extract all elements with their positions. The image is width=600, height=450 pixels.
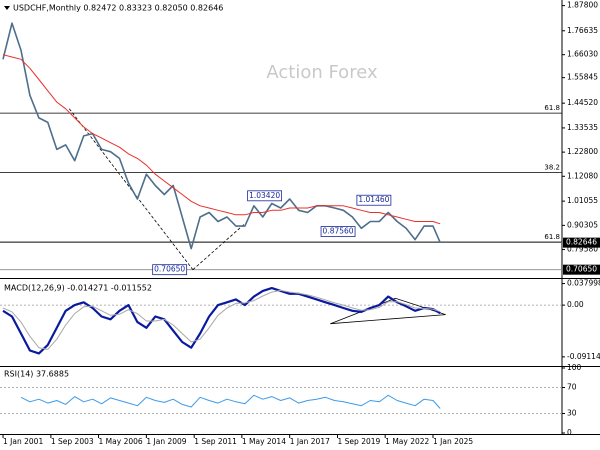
y-tick-label: 0.90305 [567,220,598,229]
annotation-box [320,226,356,237]
annotation-label: 1.01460 [358,195,389,204]
series-line [2,289,441,350]
y-tick-label: 70 [567,383,577,392]
y-tick-label: 1.55845 [567,73,598,82]
series-line [2,22,441,250]
price-label-box [563,237,600,248]
y-tick-label: 1.87800 [567,1,598,10]
y-tick-label: 1.76635 [567,26,598,35]
y-tick-label: -0.091147 [567,352,600,361]
annotation-box [247,190,283,202]
y-tick-label: 1.22800 [567,147,598,156]
y-tick-label: 100 [567,363,582,372]
annotation-label: 0.70650 [154,265,185,274]
annotation-label: 1.03420 [249,191,280,200]
x-tick-label: 1 Sep 2003 [51,437,94,446]
x-tick-label: 1 Sep 2019 [338,437,381,446]
price-label: 0.82646 [566,238,597,247]
annotation-label: 0.87560 [323,227,354,236]
annotation-box [356,194,392,206]
x-tick-label: 1 Jan 2017 [290,437,330,446]
y-tick-label: 1.44520 [567,98,598,107]
y-tick-label: 0.037998 [567,279,600,288]
series-line [2,54,441,225]
x-tick-label: 1 May 2014 [242,437,286,446]
menu-icon [4,6,10,10]
series-line [20,394,441,409]
trendline [330,314,446,325]
x-tick-label: 1 May 2006 [99,437,143,446]
x-tick-label: 1 Sep 2011 [194,437,237,446]
x-tick-label: 1 Jan 2001 [3,437,43,446]
level-label: 38.2 [544,164,560,172]
level-label: 61.8 [544,104,560,112]
x-tick-label: 1 May 2022 [385,437,429,446]
trendline [192,223,246,270]
price-label-box [563,264,600,275]
x-tick-label: 1 Jan 2025 [433,437,473,446]
macd-title: MACD(12,26,9) -0.014271 -0.011552 [4,284,152,293]
price-label: 0.70650 [566,265,597,274]
series-line [2,287,441,355]
watermark: Action Forex [266,62,378,83]
y-tick-label: 1.33535 [567,123,598,132]
level-label: 61.8 [544,233,560,241]
rsi-title: RSI(14) 37.6885 [4,370,69,379]
y-tick-label: 1.12080 [567,171,598,180]
y-tick-label: 1.66030 [567,50,598,59]
y-tick-label: 30 [567,409,577,418]
y-tick-label: 1.01055 [567,196,598,205]
annotation-box [152,264,188,276]
y-tick-label: 0 [567,428,572,437]
x-tick-label: 1 Jan 2009 [146,437,186,446]
y-tick-label: 0.79580 [567,245,598,254]
y-tick-label: 0.00 [567,300,584,309]
chart-title: USDCHF,Monthly 0.82472 0.83323 0.82050 0… [13,4,223,13]
